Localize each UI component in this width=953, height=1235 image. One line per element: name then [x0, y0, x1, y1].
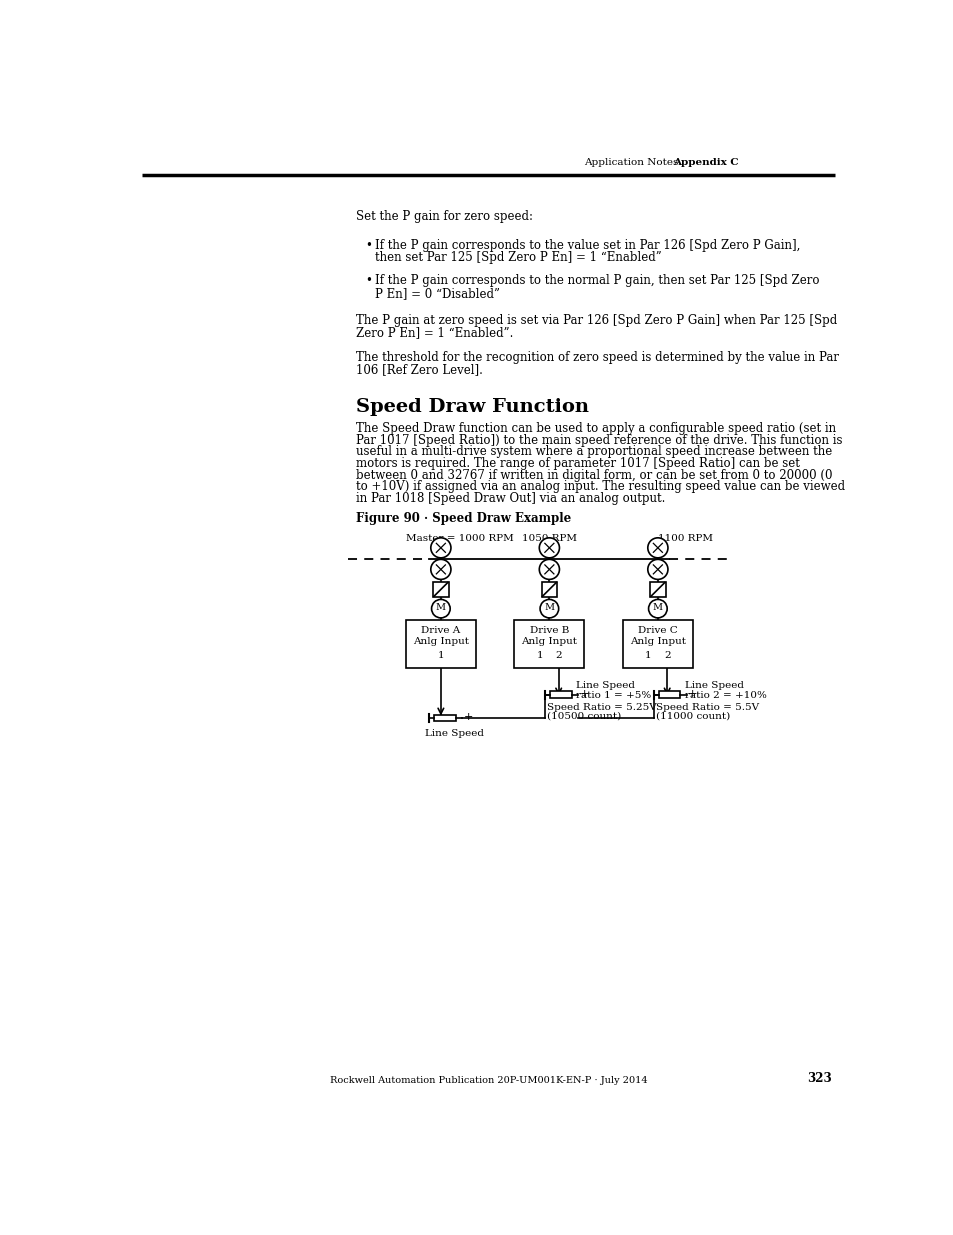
- Text: Drive C: Drive C: [638, 626, 677, 635]
- Text: The Speed Draw function can be used to apply a configurable speed ratio (set in: The Speed Draw function can be used to a…: [355, 422, 835, 435]
- Text: Application Notes: Application Notes: [583, 158, 678, 168]
- Text: Speed Ratio = 5.25V: Speed Ratio = 5.25V: [546, 703, 656, 711]
- Text: (10500 count): (10500 count): [546, 711, 620, 721]
- Text: between 0 and 32767 if written in digital form, or can be set from 0 to 20000 (0: between 0 and 32767 if written in digita…: [355, 468, 831, 482]
- Text: then set Par 125 [Spd Zero P En] = 1 “Enabled”: then set Par 125 [Spd Zero P En] = 1 “En…: [375, 252, 661, 264]
- Text: (11000 count): (11000 count): [655, 711, 729, 721]
- Circle shape: [538, 559, 558, 579]
- Circle shape: [431, 559, 451, 579]
- Text: •: •: [365, 274, 373, 288]
- Text: P En] = 0 “Disabled”: P En] = 0 “Disabled”: [375, 287, 499, 300]
- Text: useful in a multi-drive system where a proportional speed increase between the: useful in a multi-drive system where a p…: [355, 446, 831, 458]
- Circle shape: [647, 537, 667, 558]
- Text: ratio 2 = +10%: ratio 2 = +10%: [684, 692, 766, 700]
- Text: Rockwell Automation Publication 20P-UM001K-EN-P · July 2014: Rockwell Automation Publication 20P-UM00…: [330, 1076, 647, 1086]
- Circle shape: [431, 537, 451, 558]
- Text: Par 1017 [Speed Ratio]) to the main speed reference of the drive. This function : Par 1017 [Speed Ratio]) to the main spee…: [355, 433, 841, 447]
- Text: Line Speed: Line Speed: [576, 680, 635, 690]
- Text: Anlg Input: Anlg Input: [413, 636, 468, 646]
- Text: +: +: [579, 689, 588, 699]
- Text: Drive B: Drive B: [529, 626, 569, 635]
- Text: M: M: [436, 604, 445, 613]
- Text: Set the P gain for zero speed:: Set the P gain for zero speed:: [355, 210, 532, 222]
- Circle shape: [539, 599, 558, 618]
- Text: +: +: [463, 713, 473, 722]
- Bar: [434, 715, 456, 721]
- Text: If the P gain corresponds to the normal P gain, then set Par 125 [Spd Zero: If the P gain corresponds to the normal …: [375, 274, 819, 288]
- Text: The P gain at zero speed is set via Par 126 [Spd Zero P Gain] when Par 125 [Spd: The P gain at zero speed is set via Par …: [355, 314, 836, 327]
- Text: 2: 2: [555, 651, 561, 661]
- Text: Figure 90 · Speed Draw Example: Figure 90 · Speed Draw Example: [355, 513, 570, 525]
- Text: 106 [Ref Zero Level].: 106 [Ref Zero Level].: [355, 363, 482, 375]
- Bar: [514, 620, 583, 668]
- Text: motors is required. The range of parameter 1017 [Speed Ratio] can be set: motors is required. The range of paramet…: [355, 457, 799, 471]
- Text: in Par 1018 [Speed Draw Out] via an analog output.: in Par 1018 [Speed Draw Out] via an anal…: [355, 492, 664, 505]
- Circle shape: [538, 537, 558, 558]
- Text: Line Speed: Line Speed: [425, 729, 484, 737]
- Bar: [622, 620, 692, 668]
- Text: M: M: [544, 604, 554, 613]
- Text: ratio 1 = +5%: ratio 1 = +5%: [576, 692, 651, 700]
- Text: to +10V) if assigned via an analog input. The resulting speed value can be viewe: to +10V) if assigned via an analog input…: [355, 480, 843, 493]
- Text: 323: 323: [806, 1072, 831, 1086]
- Circle shape: [648, 599, 666, 618]
- Text: The threshold for the recognition of zero speed is determined by the value in Pa: The threshold for the recognition of zer…: [355, 351, 838, 364]
- Text: •: •: [365, 240, 373, 252]
- Text: Line Speed: Line Speed: [684, 680, 743, 690]
- Text: Anlg Input: Anlg Input: [629, 636, 685, 646]
- Bar: [658, 692, 679, 698]
- Text: 1: 1: [644, 651, 651, 661]
- Bar: [550, 692, 571, 698]
- Text: 1: 1: [537, 651, 543, 661]
- Text: Zero P En] = 1 “Enabled”.: Zero P En] = 1 “Enabled”.: [355, 326, 513, 340]
- Bar: [433, 582, 448, 597]
- Bar: [649, 582, 665, 597]
- Text: 1100 RPM: 1100 RPM: [658, 534, 712, 543]
- Text: 2: 2: [663, 651, 670, 661]
- Text: Drive A: Drive A: [421, 626, 460, 635]
- Bar: [406, 620, 476, 668]
- Text: Master = 1000 RPM: Master = 1000 RPM: [406, 534, 514, 543]
- Text: Appendix C: Appendix C: [673, 158, 739, 168]
- Text: Anlg Input: Anlg Input: [521, 636, 577, 646]
- Bar: [541, 582, 557, 597]
- Text: +: +: [687, 689, 697, 699]
- Text: M: M: [652, 604, 662, 613]
- Text: Speed Draw Function: Speed Draw Function: [355, 398, 588, 416]
- Text: Speed Ratio = 5.5V: Speed Ratio = 5.5V: [655, 703, 758, 711]
- Circle shape: [647, 559, 667, 579]
- Text: 1: 1: [437, 651, 444, 661]
- Text: If the P gain corresponds to the value set in Par 126 [Spd Zero P Gain],: If the P gain corresponds to the value s…: [375, 240, 800, 252]
- Circle shape: [431, 599, 450, 618]
- Text: 1050 RPM: 1050 RPM: [521, 534, 577, 543]
